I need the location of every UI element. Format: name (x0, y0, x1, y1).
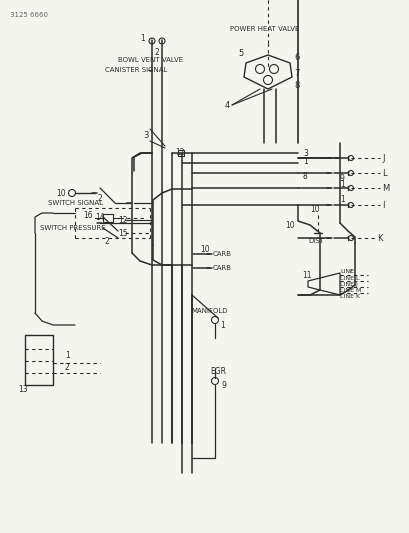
Text: CANISTER SIGNAL: CANISTER SIGNAL (105, 67, 167, 73)
Text: DIST: DIST (307, 238, 323, 244)
Text: EGR: EGR (209, 367, 225, 376)
Text: CARB: CARB (213, 251, 231, 257)
Text: I: I (381, 200, 384, 209)
Text: CARB: CARB (213, 265, 231, 271)
Text: 8: 8 (302, 172, 307, 181)
Text: 12: 12 (175, 148, 184, 157)
Text: J: J (381, 154, 384, 163)
Text: 1: 1 (220, 320, 224, 329)
Bar (178, 150, 184, 156)
Text: 1: 1 (139, 34, 144, 43)
Text: 3: 3 (302, 149, 307, 157)
Text: POWER HEAT VALVE: POWER HEAT VALVE (229, 26, 299, 32)
Text: M: M (381, 183, 388, 192)
Text: K: K (376, 233, 382, 243)
Text: 5: 5 (237, 49, 243, 58)
Text: 10: 10 (56, 189, 65, 198)
Text: L: L (381, 168, 386, 177)
Text: 15: 15 (118, 229, 127, 238)
Text: 12: 12 (118, 215, 127, 224)
Text: 13: 13 (18, 384, 27, 393)
Text: LINE J: LINE J (339, 281, 357, 287)
Text: BOWL VENT VALVE: BOWL VENT VALVE (118, 57, 183, 63)
Text: 10: 10 (284, 221, 294, 230)
Text: MANIFOLD: MANIFOLD (191, 308, 228, 314)
Text: SWITCH PRESSURE: SWITCH PRESSURE (40, 225, 106, 231)
Text: 16: 16 (83, 211, 92, 220)
Text: 2: 2 (155, 47, 160, 56)
Text: LINE K: LINE K (339, 294, 359, 298)
Text: 11: 11 (301, 271, 311, 279)
Text: 4: 4 (225, 101, 230, 109)
Text: 3: 3 (143, 131, 148, 140)
Text: 1: 1 (302, 157, 307, 166)
Text: 3125 6660: 3125 6660 (10, 12, 48, 18)
Text: LINE: LINE (339, 269, 353, 273)
Text: 9: 9 (221, 382, 226, 391)
Text: 7: 7 (293, 69, 299, 77)
Text: I: I (348, 269, 350, 273)
Text: 9: 9 (339, 174, 344, 182)
Bar (25, 335, 53, 385)
Bar (103, 214, 113, 222)
Text: 2: 2 (65, 364, 70, 373)
Text: LINE M: LINE M (339, 287, 360, 293)
Text: 1: 1 (339, 180, 344, 189)
Text: 1: 1 (339, 195, 344, 204)
Text: LINE L: LINE L (339, 276, 359, 280)
Text: 10: 10 (309, 205, 319, 214)
Text: 2: 2 (98, 193, 103, 203)
Text: 8: 8 (293, 80, 299, 90)
Text: 14: 14 (95, 213, 104, 222)
Text: SWITCH SIGNAL: SWITCH SIGNAL (48, 200, 103, 206)
Text: 2: 2 (105, 237, 110, 246)
Text: 6: 6 (293, 52, 299, 61)
Text: 1: 1 (65, 351, 70, 359)
Text: 10: 10 (200, 245, 209, 254)
